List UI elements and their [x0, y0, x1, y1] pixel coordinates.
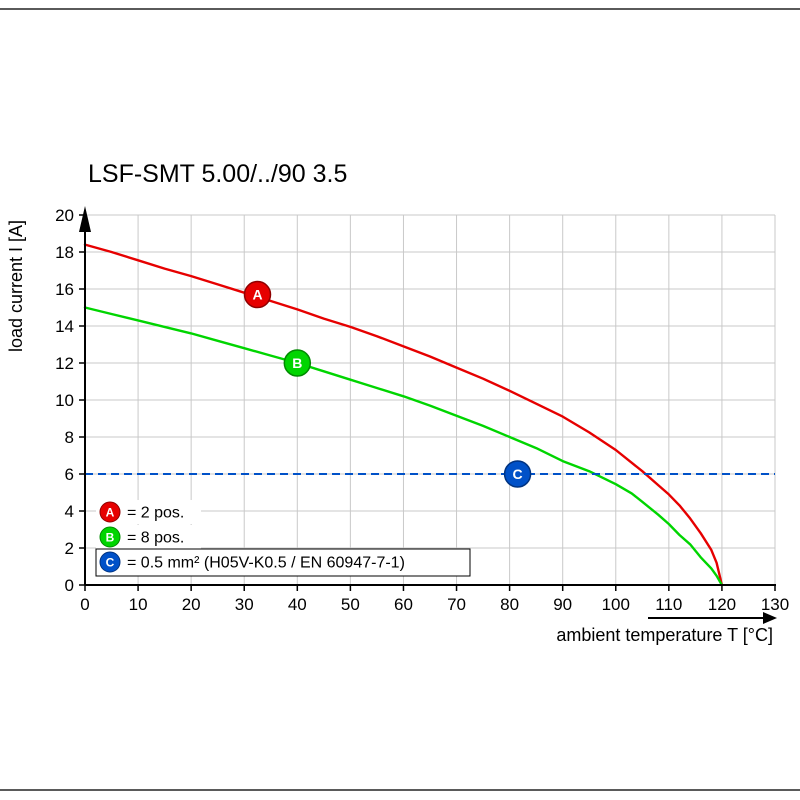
y-axis-label: load current I [A] [6, 220, 26, 352]
svg-text:18: 18 [55, 243, 74, 262]
legend-label-C: = 0.5 mm² (H05V-K0.5 / EN 60947-7-1) [127, 555, 405, 572]
svg-text:C: C [513, 466, 523, 482]
svg-text:A: A [252, 287, 262, 303]
chart-title: LSF-SMT 5.00/../90 3.5 [88, 160, 348, 188]
svg-text:B: B [292, 355, 302, 371]
legend: A = 2 pos. B = 8 pos. C = 0.5 mm² (H05V-K0.5 … [95, 500, 471, 577]
svg-text:20: 20 [182, 595, 201, 614]
svg-text:12: 12 [55, 354, 74, 373]
curve-marker-B: B [283, 349, 312, 377]
svg-text:130: 130 [761, 595, 789, 614]
svg-text:40: 40 [288, 595, 307, 614]
curve-marker-A: A [243, 280, 272, 309]
svg-text:30: 30 [235, 595, 254, 614]
svg-text:0: 0 [65, 576, 74, 595]
svg-text:80: 80 [500, 595, 519, 614]
svg-text:4: 4 [65, 502, 74, 521]
legend-dot-A [99, 501, 121, 523]
svg-text:14: 14 [55, 317, 74, 336]
x-axis-arrow [648, 612, 777, 624]
svg-text:2: 2 [65, 539, 74, 558]
svg-text:50: 50 [341, 595, 360, 614]
gridlines [85, 214, 776, 585]
series-A-curve [83, 243, 724, 587]
svg-text:B: B [106, 531, 115, 545]
top-rule [0, 8, 800, 10]
svg-text:90: 90 [553, 595, 572, 614]
svg-text:16: 16 [55, 280, 74, 299]
svg-text:100: 100 [602, 595, 630, 614]
svg-text:120: 120 [708, 595, 736, 614]
bottom-rule [0, 789, 800, 791]
curve-marker-C: C [503, 460, 532, 488]
svg-text:8: 8 [65, 428, 74, 447]
x-axis-label: ambient temperature T [°C] [556, 625, 773, 645]
svg-text:10: 10 [129, 595, 148, 614]
y-tick-labels: 0 2 4 6 8 10 12 14 16 18 20 [55, 206, 74, 595]
svg-text:6: 6 [65, 465, 74, 484]
svg-text:10: 10 [55, 391, 74, 410]
y-axis-arrowhead [79, 206, 91, 232]
svg-text:20: 20 [55, 206, 74, 225]
axes [79, 206, 776, 591]
legend-label-A: = 2 pos. [127, 505, 184, 522]
legend-dot-C [99, 551, 121, 573]
svg-text:C: C [106, 556, 115, 570]
svg-text:60: 60 [394, 595, 413, 614]
svg-text:A: A [106, 506, 115, 520]
svg-text:70: 70 [447, 595, 466, 614]
svg-text:0: 0 [80, 595, 89, 614]
x-tick-labels: 0 10 20 30 40 50 60 70 80 90 100 110 120 130 [80, 595, 789, 614]
series-B-curve [83, 306, 724, 587]
svg-text:110: 110 [655, 595, 682, 614]
legend-box [95, 548, 471, 577]
legend-dot-B [99, 526, 121, 548]
legend-label-B: = 8 pos. [127, 530, 184, 547]
chart-plot-area: 0 10 20 30 40 50 60 70 80 90 100 110 120 130 0 2 4 6 8 10 12… [55, 206, 789, 624]
